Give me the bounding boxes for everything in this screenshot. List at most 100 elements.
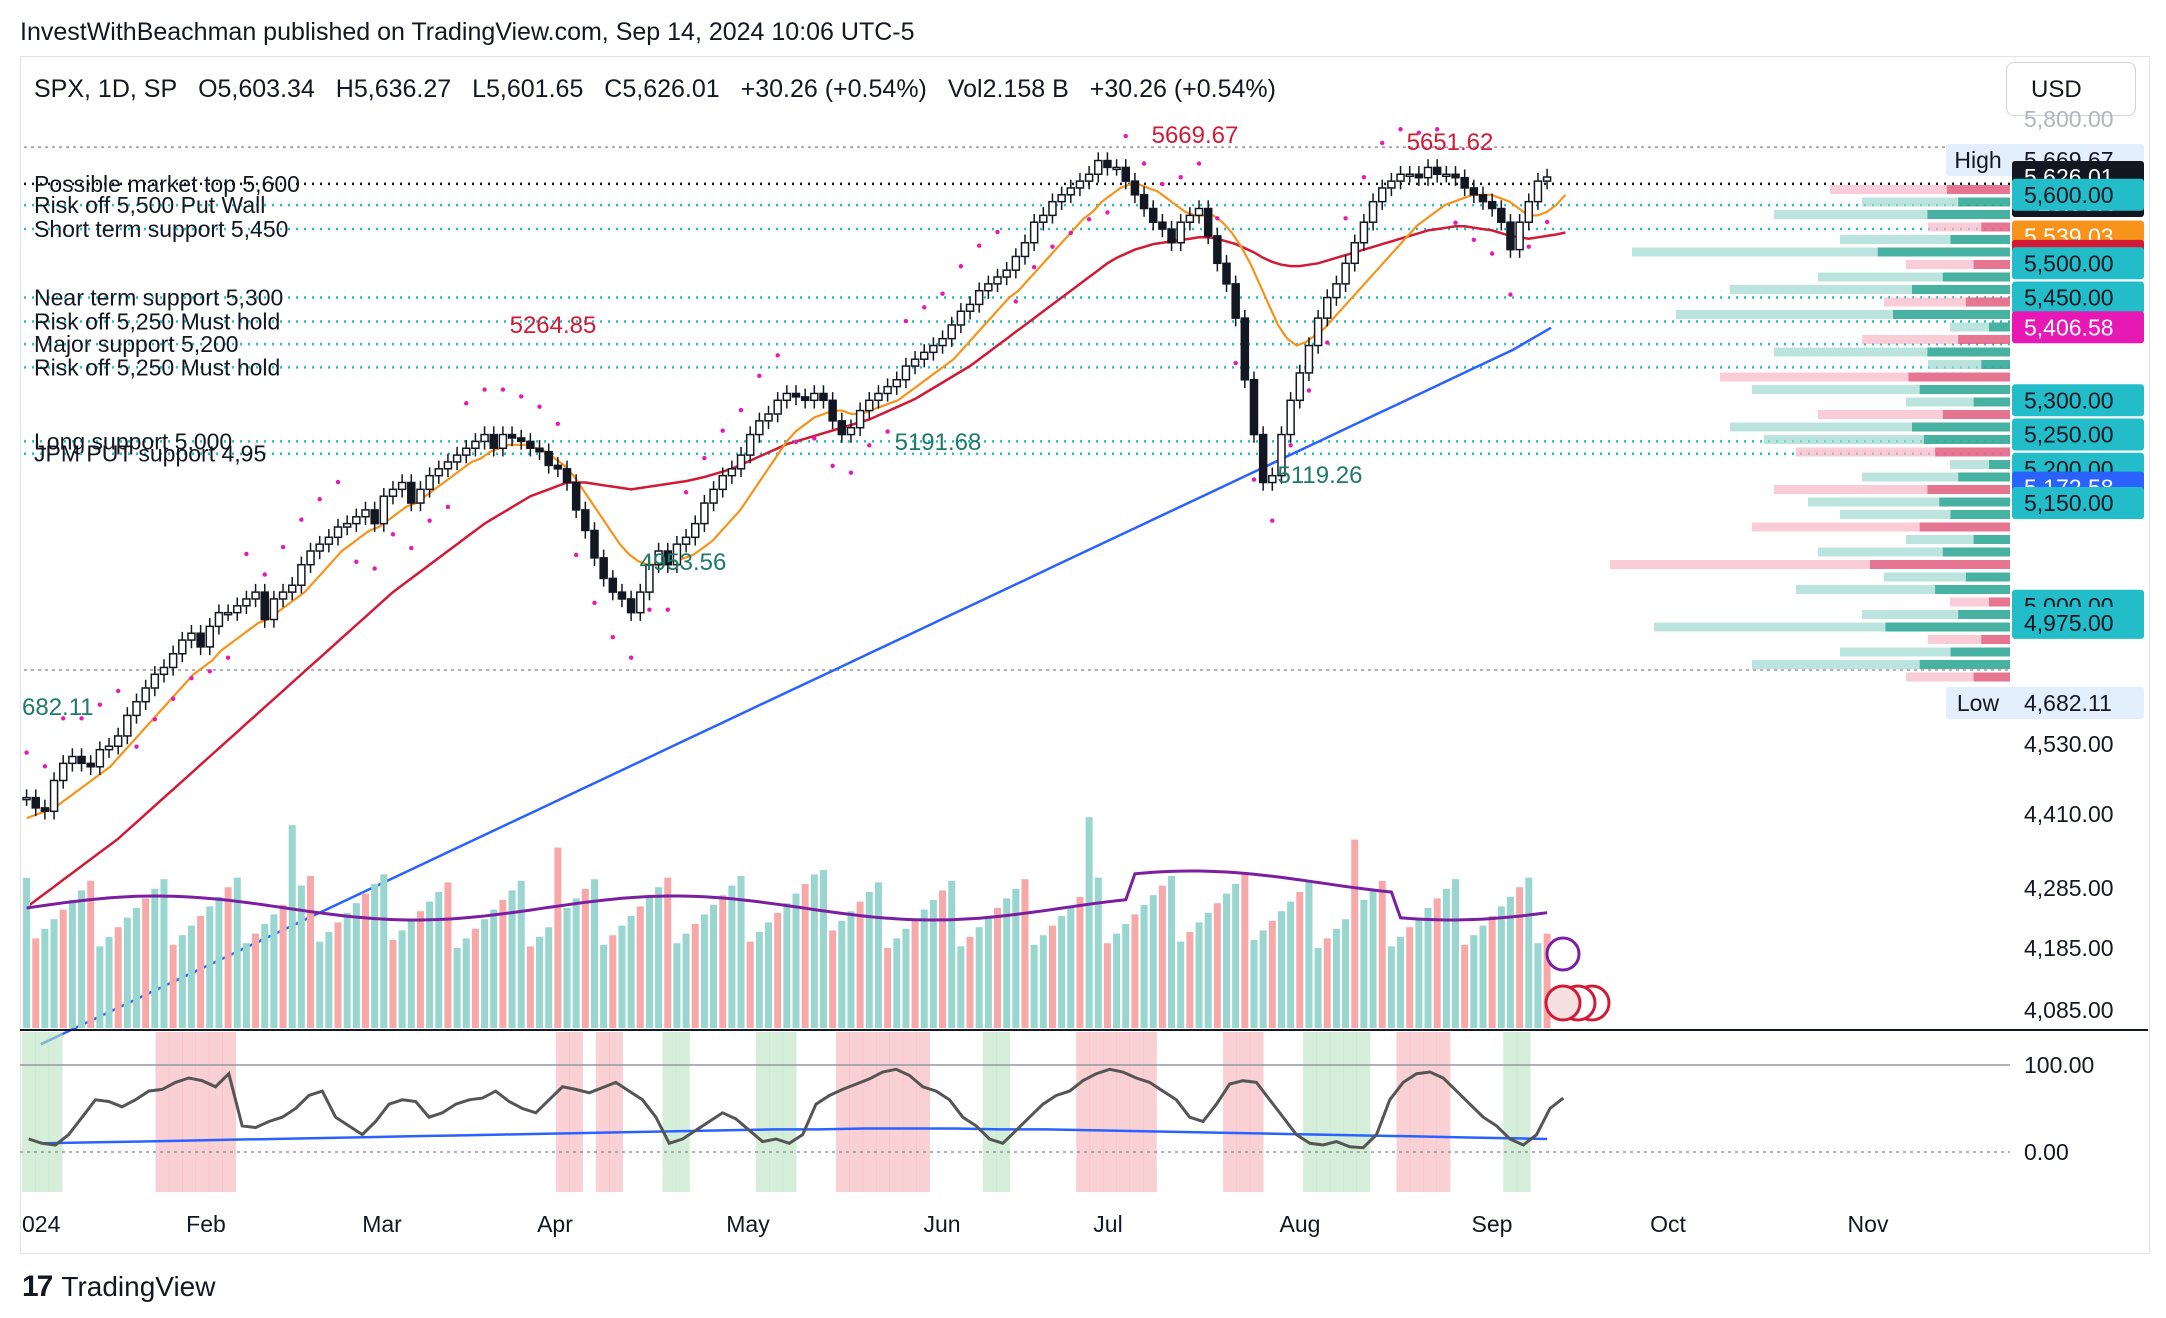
volume-bar <box>1378 880 1386 1028</box>
volume-bar <box>499 900 507 1028</box>
candle-body <box>1304 344 1314 374</box>
volume-bar <box>59 909 67 1028</box>
volume-profile-bar <box>1730 422 2010 432</box>
volume-bar <box>526 946 534 1028</box>
volume-profile-bar <box>1950 235 2010 244</box>
oscillator-zone <box>769 1032 784 1192</box>
candle-body <box>205 625 215 648</box>
volume-bar <box>1223 893 1231 1028</box>
volume-bar <box>1332 928 1340 1028</box>
sar-dot <box>1508 292 1513 297</box>
candle-body <box>40 807 50 813</box>
volume-bar <box>398 930 406 1028</box>
candle-body <box>645 563 654 593</box>
price-tag-bg <box>1946 687 2144 719</box>
sar-dot <box>940 291 945 296</box>
oscillator-zone <box>916 1032 930 1192</box>
sar-dot <box>1306 388 1312 393</box>
price-axis-label: 4,530.00 <box>2024 731 2114 757</box>
volume-profile-bar <box>1862 197 2010 207</box>
candle-body <box>31 796 40 809</box>
sar-dot <box>1270 518 1275 523</box>
volume-bar <box>746 941 754 1028</box>
price-tag-value: 5,600.00 <box>2024 182 2114 208</box>
pivot-label: 5264.85 <box>510 312 597 339</box>
volume-profile-bar <box>1958 472 2010 482</box>
volume-profile-bar <box>1919 522 2010 532</box>
candle-body <box>1075 180 1085 189</box>
volume-profile-bar <box>1632 247 2010 257</box>
volume-bar <box>261 924 269 1028</box>
candle-body <box>681 536 691 545</box>
x-axis-label: Aug <box>1280 1211 1321 1237</box>
volume-bar <box>1113 933 1121 1028</box>
volume-bar <box>1094 877 1102 1028</box>
volume-bar <box>316 941 324 1028</box>
candle-body <box>965 303 975 313</box>
price-tag-value: 4,682.11 <box>2024 690 2112 716</box>
oscillator-zone <box>1356 1032 1371 1192</box>
candle-body <box>901 365 911 381</box>
sar-dot <box>903 318 909 324</box>
symbol-name[interactable]: SPX, 1D, SP <box>34 75 178 103</box>
level-label: Possible market top 5,600 <box>34 171 300 197</box>
candle-body <box>773 399 782 415</box>
volume-profile-bar <box>1906 260 2010 269</box>
volume-bar <box>169 944 177 1028</box>
level-label: Short term support 5,450 <box>34 216 288 242</box>
pivot-label: 5669.67 <box>1152 122 1239 149</box>
sar-dot <box>1434 127 1440 132</box>
sar-dot <box>280 544 286 550</box>
volume-profile-bar <box>1752 385 2010 394</box>
candle-body <box>452 454 462 463</box>
candle-body <box>1332 283 1341 299</box>
price-tag-value: 5,406.58 <box>2024 314 2114 340</box>
volume-bar <box>554 847 562 1028</box>
volume-bar <box>1461 944 1469 1028</box>
candle-body <box>526 440 535 450</box>
volume-bar <box>178 935 186 1028</box>
tradingview-logo[interactable]: 17 TradingView <box>22 1270 215 1304</box>
volume-bar <box>380 874 388 1028</box>
oscillator-zone <box>902 1032 917 1192</box>
volume-bar <box>1360 900 1368 1028</box>
level-label: Near term support 5,300 <box>34 285 283 311</box>
candle-body <box>599 557 608 580</box>
volume-bar <box>1076 896 1084 1028</box>
candle-body <box>910 358 920 367</box>
volume-bar <box>600 944 608 1028</box>
volume-bar <box>426 901 434 1028</box>
volume-profile-bar <box>1927 347 2010 357</box>
oscillator-zone <box>22 1032 36 1192</box>
price-tag-value: 5,250.00 <box>2024 422 2114 448</box>
price-tag-value: 5,150.00 <box>2024 490 2114 516</box>
volume-bar <box>563 908 571 1028</box>
lightning-event-icon <box>1545 936 1581 972</box>
candle-body <box>1377 187 1387 203</box>
sar-dot <box>1123 133 1128 139</box>
volume-bar <box>792 893 800 1028</box>
candle-body <box>214 611 224 628</box>
oscillator-zone <box>1249 1032 1264 1192</box>
level-label: Risk off 5,500 Put Wall <box>34 192 265 218</box>
volume-bar <box>1296 892 1304 1028</box>
volume-bar <box>361 893 369 1028</box>
volume-bar <box>1058 916 1066 1028</box>
sar-dot <box>1343 216 1348 221</box>
volume-bar <box>783 903 791 1028</box>
volume-bar <box>581 888 589 1028</box>
price-axis-label: 4,285.00 <box>2024 875 2114 901</box>
candle-body <box>947 324 956 340</box>
volume-bar <box>984 917 992 1028</box>
price-tag-value: 5,500.00 <box>2024 250 2114 276</box>
currency-button[interactable]: USD <box>2006 62 2136 116</box>
volume-profile-bar <box>1862 610 2010 619</box>
volume-bar <box>41 928 49 1028</box>
publisher-line: InvestWithBeachman published on TradingV… <box>20 18 915 46</box>
candle-body <box>251 591 260 600</box>
volume-bar <box>1268 920 1276 1028</box>
price-axis-label: 5,800.00 <box>2024 106 2114 132</box>
price-tag-bg <box>2012 418 2144 451</box>
volume-bar <box>774 912 782 1028</box>
